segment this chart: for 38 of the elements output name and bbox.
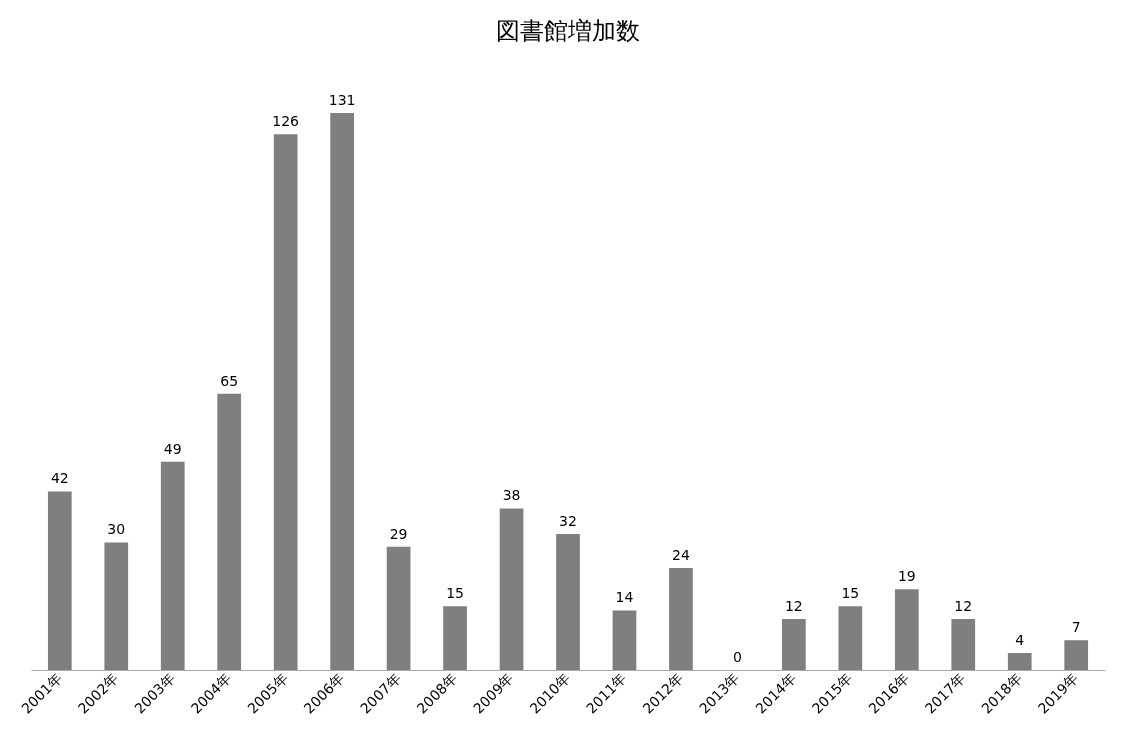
bar xyxy=(556,533,580,670)
bar xyxy=(273,134,298,670)
data-label: 0 xyxy=(732,649,742,665)
data-label: 30 xyxy=(107,521,126,538)
bar xyxy=(838,606,863,670)
data-label: 131 xyxy=(328,92,356,108)
bar xyxy=(47,491,72,670)
bar xyxy=(330,113,354,670)
data-label: 42 xyxy=(50,470,69,487)
bar xyxy=(669,567,693,670)
bar xyxy=(386,546,411,670)
data-label: 15 xyxy=(446,585,464,602)
bar xyxy=(217,393,242,670)
data-label: 12 xyxy=(784,597,803,614)
bar xyxy=(104,542,129,670)
chart-title: 図書館増加数 xyxy=(496,17,640,45)
bar xyxy=(951,618,976,670)
bar xyxy=(443,606,467,670)
bar xyxy=(782,618,806,670)
bar xyxy=(1064,640,1089,670)
bar xyxy=(612,610,637,670)
data-label: 4 xyxy=(1015,631,1025,648)
data-label: 24 xyxy=(672,546,690,563)
data-label: 38 xyxy=(502,487,521,504)
bar xyxy=(1007,652,1032,670)
data-label: 32 xyxy=(559,512,577,529)
data-label: 126 xyxy=(272,113,300,130)
bar xyxy=(499,508,524,670)
data-label: 15 xyxy=(841,585,860,602)
bar xyxy=(894,589,919,670)
data-label: 7 xyxy=(1071,619,1081,636)
data-label: 29 xyxy=(389,525,408,542)
data-label: 65 xyxy=(220,372,239,389)
bar xyxy=(160,461,185,670)
data-label: 12 xyxy=(954,597,973,614)
data-label: 14 xyxy=(615,589,634,606)
data-label: 19 xyxy=(897,568,916,585)
data-label: 49 xyxy=(163,440,182,457)
